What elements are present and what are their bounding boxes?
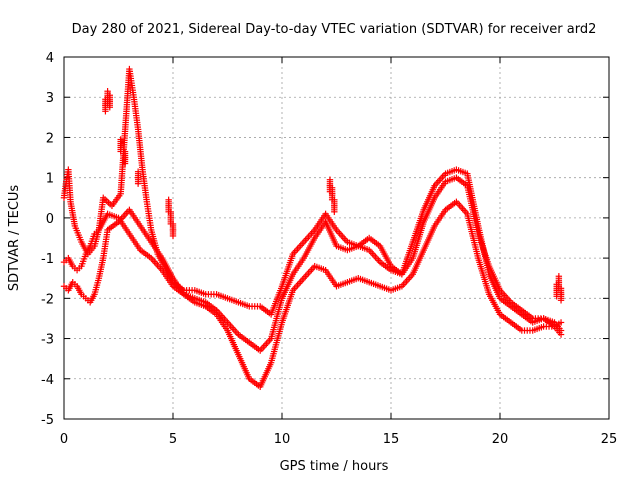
data-point-burst bbox=[557, 297, 565, 304]
x-tick-label: 20 bbox=[492, 432, 509, 447]
data-point bbox=[557, 331, 565, 338]
x-tick-label: 10 bbox=[274, 432, 291, 447]
y-tick-label: 2 bbox=[46, 131, 54, 146]
chart-title: Day 280 of 2021, Sidereal Day-to-day VTE… bbox=[72, 22, 597, 37]
data-point-burst bbox=[134, 180, 142, 187]
x-tick-label: 15 bbox=[383, 432, 400, 447]
data-markers bbox=[60, 65, 565, 391]
y-tick-label: -2 bbox=[41, 292, 54, 307]
y-tick-label: 3 bbox=[46, 91, 54, 106]
y-tick-label: 4 bbox=[46, 51, 54, 66]
y-tick-label: -1 bbox=[41, 252, 54, 267]
data-point bbox=[557, 319, 565, 326]
x-tick-label: 5 bbox=[169, 432, 177, 447]
y-tick-label: 0 bbox=[46, 212, 54, 227]
axis-ticks: 0 5 10 15 20 25 -5 -4 -3 -2 -1 0 1 2 3 4 bbox=[41, 51, 617, 447]
y-tick-label: -4 bbox=[41, 373, 54, 388]
data-point-burst bbox=[331, 208, 338, 216]
plot-frame bbox=[63, 56, 610, 420]
x-tick-label: 0 bbox=[60, 432, 68, 447]
x-axis-label: GPS time / hours bbox=[280, 459, 389, 474]
data-point-burst bbox=[106, 104, 113, 111]
data-point-burst bbox=[169, 232, 177, 240]
grid bbox=[64, 57, 609, 419]
data-point-burst bbox=[102, 108, 109, 115]
y-axis-label: SDTVAR / TECUs bbox=[7, 185, 22, 292]
y-tick-label: -3 bbox=[41, 333, 54, 348]
y-tick-label: 1 bbox=[46, 172, 54, 187]
data-point-burst bbox=[121, 160, 129, 167]
y-tick-label: -5 bbox=[41, 413, 54, 428]
x-tick-label: 25 bbox=[601, 432, 618, 447]
